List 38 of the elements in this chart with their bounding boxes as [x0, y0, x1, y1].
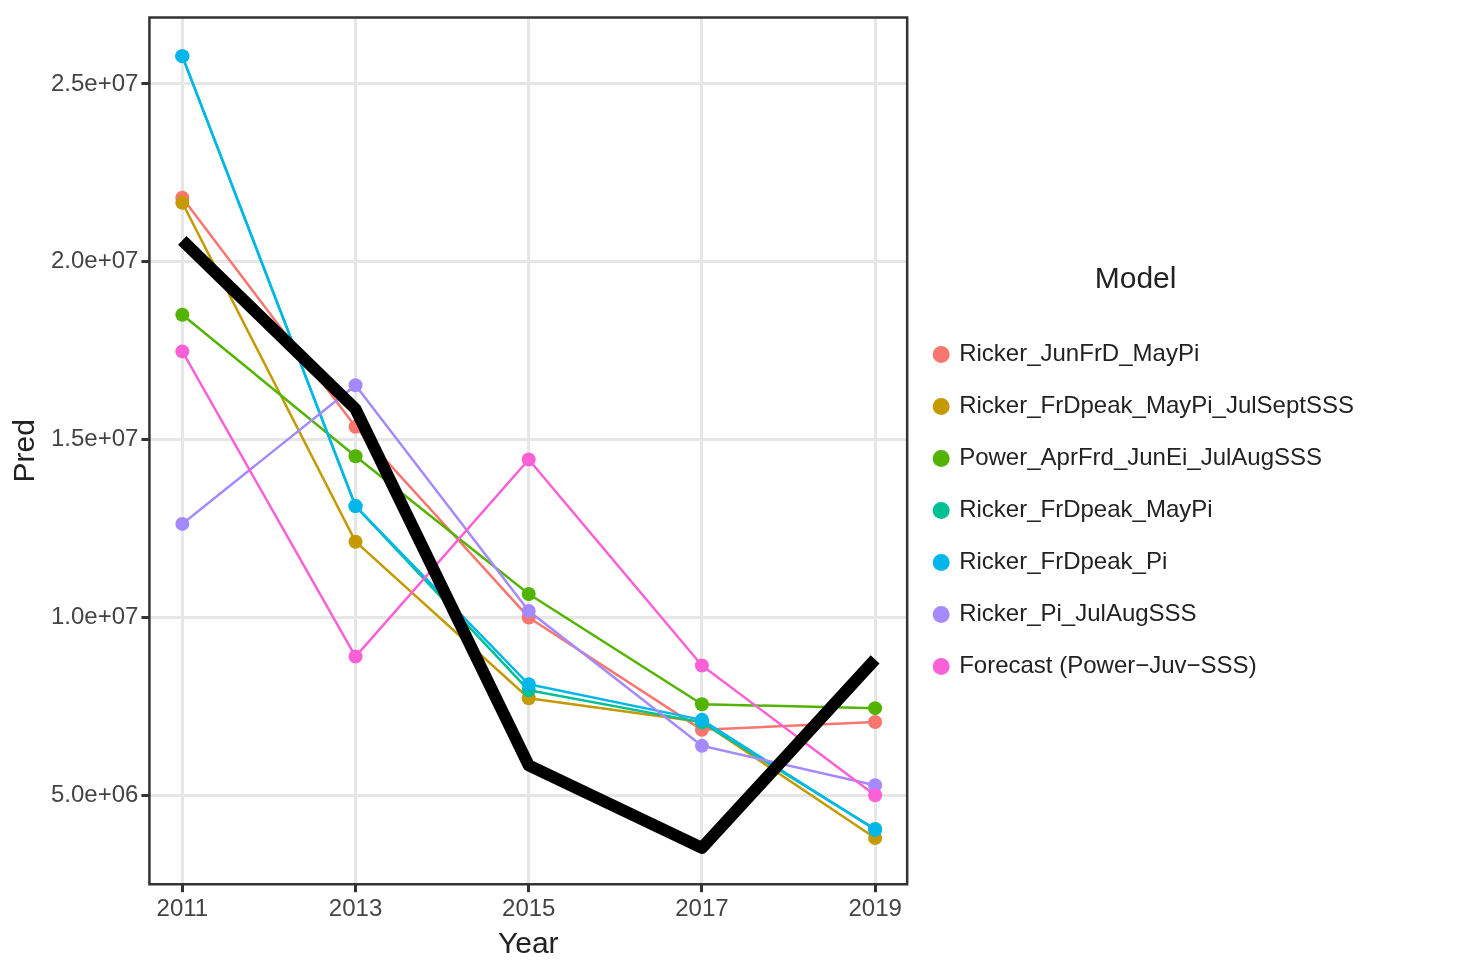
x-tick-label: 2017: [675, 894, 729, 922]
point: [694, 738, 709, 753]
y-tick-label: 2.5e+07: [51, 68, 139, 96]
point: [868, 701, 883, 716]
legend-label: Ricker_Pi_JulAugSSS: [959, 599, 1197, 627]
x-tick-label: 2019: [848, 894, 902, 922]
x-tick-label: 2015: [502, 894, 556, 922]
legend-label: Forecast (Power−Juv−SSS): [959, 651, 1257, 679]
point: [348, 378, 363, 393]
point: [348, 534, 363, 549]
y-tick-label: 5.0e+06: [51, 779, 139, 807]
legend-label: Power_AprFrd_JunEi_JulAugSSS: [959, 443, 1323, 471]
point: [175, 516, 190, 531]
point: [348, 449, 363, 464]
legend-title: Model: [1094, 260, 1177, 294]
point: [175, 307, 190, 322]
point: [868, 788, 883, 803]
point: [175, 195, 190, 210]
legend-label: Ricker_FrDpeak_MayPi: [959, 495, 1213, 523]
point: [868, 715, 883, 730]
y-axis-title: Pred: [7, 419, 41, 483]
point: [694, 697, 709, 712]
point: [521, 604, 536, 619]
legend-label: Ricker_FrDpeak_MayPi_JulSeptSSS: [959, 391, 1354, 419]
point: [175, 344, 190, 359]
point: [694, 658, 709, 673]
y-tick-label: 1.0e+07: [51, 602, 139, 630]
x-tick-label: 2011: [156, 894, 209, 922]
x-tick-label: 2013: [328, 894, 383, 922]
legend-label: Ricker_FrDpeak_Pi: [959, 547, 1168, 575]
y-tick-label: 2.0e+07: [51, 246, 139, 274]
y-tick-label: 1.5e+07: [51, 424, 139, 452]
point: [521, 452, 536, 467]
legend-label: Ricker_JunFrD_MayPi: [959, 339, 1200, 367]
point: [521, 677, 536, 692]
x-axis-title: Year: [497, 926, 559, 960]
point: [348, 649, 363, 664]
point: [521, 586, 536, 601]
